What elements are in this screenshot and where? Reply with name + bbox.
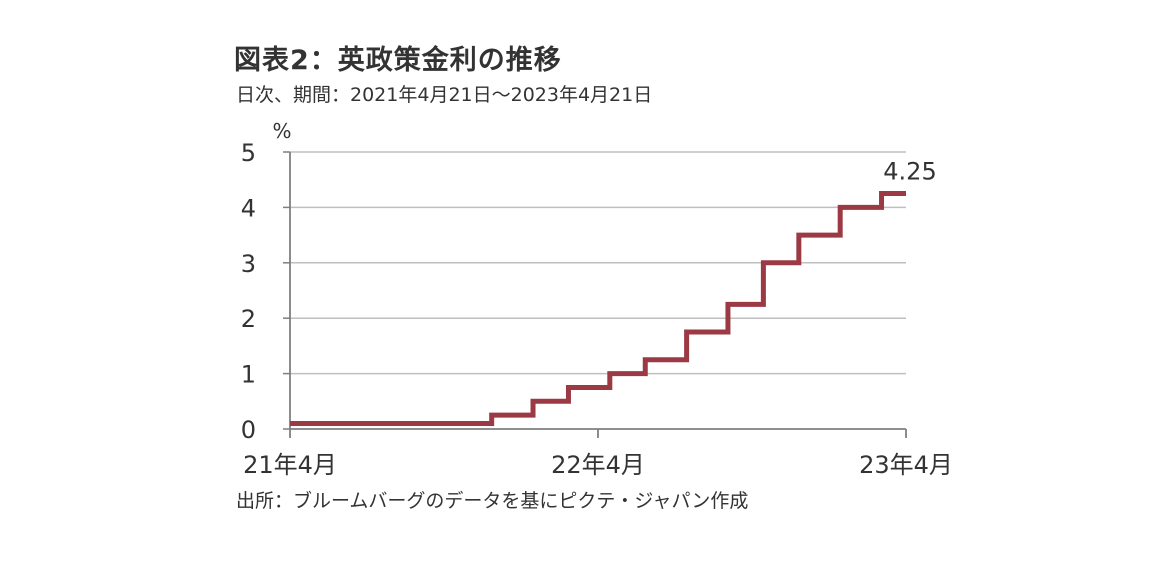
chart-subtitle: 日次、期間：2021年4月21日～2023年4月21日: [236, 84, 653, 106]
labels: 0 1 2 3 4 5% 21年4月 22年4月 23年4月 4.25: [241, 119, 953, 479]
chart-source: 出所：ブルームバーグのデータを基にピクテ・ジャパン作成: [236, 490, 749, 512]
y-tick-label: 5: [241, 139, 256, 167]
series-line-policy-rate: [290, 191, 906, 426]
x-tick-label: 23年4月: [859, 451, 953, 479]
chart-title: 図表2：英政策金利の推移: [234, 45, 562, 76]
data-label-last: 4.25: [883, 158, 936, 186]
x-tick-label: 21年4月: [243, 451, 337, 479]
y-tick-label: 0: [241, 416, 256, 444]
axes: [283, 151, 907, 438]
y-tick-label: 1: [241, 361, 256, 389]
x-tick-label: 22年4月: [551, 451, 645, 479]
y-tick-label: 4: [241, 194, 256, 222]
y-axis-unit: %: [272, 119, 291, 143]
y-tick-label: 3: [241, 250, 256, 278]
grid-lines: [290, 151, 906, 375]
y-tick-label: 2: [241, 305, 256, 333]
series: [289, 191, 907, 426]
